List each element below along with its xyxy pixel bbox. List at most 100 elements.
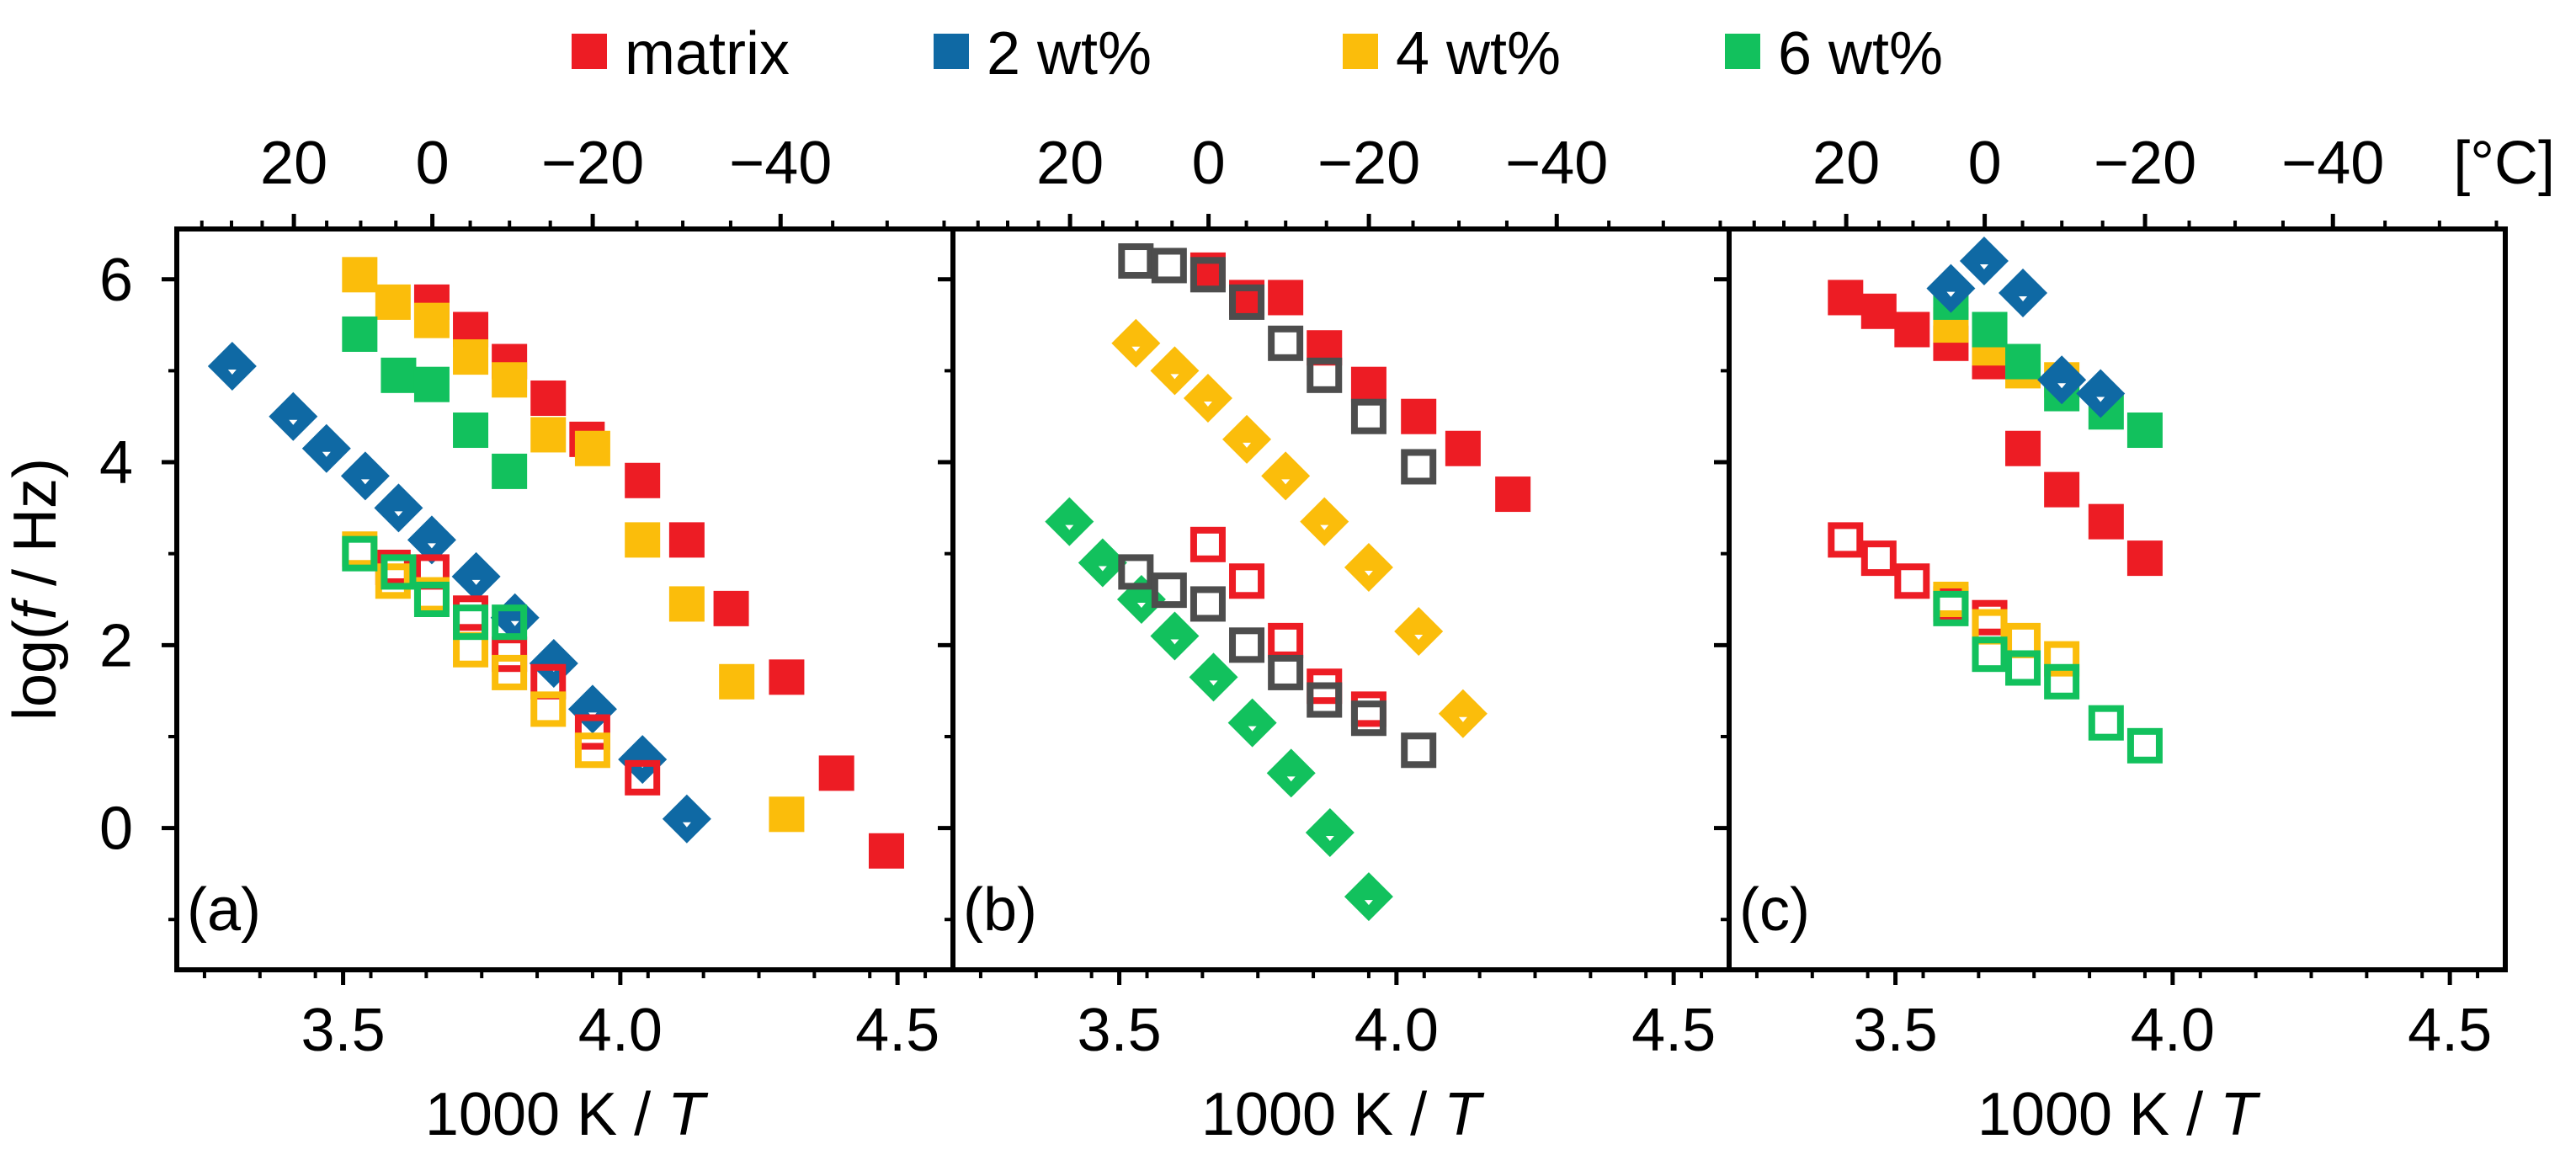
data-point-square	[2044, 471, 2080, 508]
data-point-open-square	[381, 554, 417, 590]
data-point-diamond	[1150, 346, 1200, 396]
xlabel-prefix: 1000 K /	[425, 1081, 668, 1148]
data-point-open-square	[1860, 540, 1897, 577]
data-point-open-square	[492, 636, 528, 673]
y-axis-title-text: log(f / Hz)	[2, 458, 69, 721]
data-point-open-square	[342, 535, 378, 572]
data-point-diamond	[1305, 808, 1355, 858]
data-point-square	[453, 339, 489, 375]
data-point-open-square	[2044, 663, 2080, 700]
data-point-open-square	[492, 654, 528, 690]
top-axis-unit: [°C]	[2453, 130, 2555, 197]
data-point-square	[668, 586, 705, 622]
x-tick-label: 4.5	[2408, 997, 2492, 1064]
data-point-square	[625, 462, 661, 498]
data-point-open-square	[1828, 522, 1864, 558]
data-point-open-square	[1350, 691, 1386, 727]
data-point-square	[2005, 343, 2041, 380]
data-point-open-square	[1190, 586, 1226, 622]
data-point-open-square	[1151, 248, 1187, 284]
data-point-diamond-highlight	[1281, 479, 1291, 485]
data-point-open-square	[1307, 682, 1343, 718]
data-point-diamond-highlight	[2096, 397, 2105, 402]
data-point-diamond-highlight	[322, 451, 331, 457]
top-tick-label: −20	[2094, 130, 2196, 197]
data-point-diamond	[1344, 872, 1393, 922]
data-point-diamond-highlight	[510, 620, 519, 626]
x-tick-label: 4.0	[578, 997, 663, 1064]
data-point-diamond	[407, 515, 456, 565]
data-point-open-square	[1307, 357, 1343, 393]
data-point-square	[1401, 398, 1437, 434]
x-tick-label: 3.5	[301, 997, 386, 1064]
data-point-square	[530, 417, 567, 453]
data-point-open-square	[1401, 732, 1437, 769]
data-point-diamond	[1999, 269, 2048, 318]
data-point-diamond	[451, 551, 501, 601]
data-point-square	[769, 796, 805, 833]
data-point-diamond	[1959, 237, 2009, 286]
xlabel-prefix: 1000 K /	[1977, 1081, 2220, 1148]
data-point-diamond	[1189, 652, 1238, 702]
legend-marker	[1725, 34, 1760, 69]
data-point-diamond-highlight	[1286, 776, 1296, 782]
panel-label: (a)	[187, 876, 261, 944]
data-point-diamond-highlight	[394, 511, 403, 517]
series-6-wt-open-square	[1933, 590, 2163, 764]
ylabel-prefix: log(	[2, 620, 69, 721]
data-point-diamond-highlight	[1414, 635, 1424, 641]
legend-marker	[1343, 34, 1378, 69]
data-point-diamond	[1150, 611, 1200, 661]
panel-c: 3.5 4.0 4.5 1000 K / T 20 0 −20 −40 [°C] (c)	[1714, 130, 2555, 1148]
data-point-open-square	[2088, 705, 2124, 741]
legend-item-6-wt: 6 wt%	[1725, 20, 1943, 88]
data-point-open-square	[1268, 325, 1304, 361]
series-gray-open-square	[1118, 243, 1437, 485]
panel-b: 3.5 4.0 4.5 1000 K / T 20 0 −20 −40 (b)	[938, 130, 1732, 1148]
data-point-open-square	[1933, 590, 1969, 626]
top-tick-label: −40	[729, 130, 832, 197]
data-point-square	[2005, 430, 2041, 466]
top-tick-label: −40	[2281, 130, 2384, 197]
data-point-diamond-highlight	[1325, 836, 1334, 842]
x-tick-label: 4.5	[1631, 997, 1716, 1064]
legend-label: 2 wt%	[987, 20, 1152, 88]
data-point-square	[1495, 476, 1531, 513]
data-point-diamond-highlight	[1364, 570, 1373, 576]
data-point-square	[625, 522, 661, 558]
data-point-square	[2126, 540, 2163, 577]
top-tick-label: 0	[1192, 130, 1226, 197]
legend: matrix 2 wt% 4 wt% 6 wt%	[572, 20, 1943, 88]
data-point-diamond	[1227, 698, 1277, 748]
data-point-diamond	[1394, 607, 1444, 657]
data-point-diamond	[2037, 355, 2087, 405]
legend-item-2-wt: 2 wt%	[934, 20, 1152, 88]
data-point-square	[818, 755, 854, 791]
data-point-open-square	[1229, 627, 1265, 663]
data-point-diamond	[374, 483, 423, 533]
y-tick-label: 0	[99, 796, 133, 863]
data-point-square	[868, 833, 904, 869]
top-tick-label: −20	[1317, 130, 1420, 197]
data-point-open-square	[453, 604, 489, 641]
legend-marker	[572, 34, 607, 69]
data-point-diamond-highlight	[1136, 603, 1146, 608]
data-point-diamond-highlight	[1170, 374, 1179, 380]
x-tick-label: 4.5	[855, 997, 939, 1064]
data-point-diamond-highlight	[2057, 383, 2067, 389]
x-tick-label: 3.5	[1854, 997, 1938, 1064]
data-point-square	[719, 663, 755, 700]
series-2-wt-filled-diamond	[1926, 237, 2126, 418]
data-point-square	[2126, 413, 2163, 449]
data-point-square	[381, 357, 417, 393]
data-point-open-square	[1350, 700, 1386, 737]
data-point-diamond	[1266, 748, 1316, 798]
data-point-diamond-highlight	[1946, 291, 1956, 297]
data-point-diamond-highlight	[1364, 900, 1373, 906]
legend-marker	[934, 34, 969, 69]
data-point-open-square	[1151, 572, 1187, 609]
top-tick-label: 20	[1036, 130, 1104, 197]
